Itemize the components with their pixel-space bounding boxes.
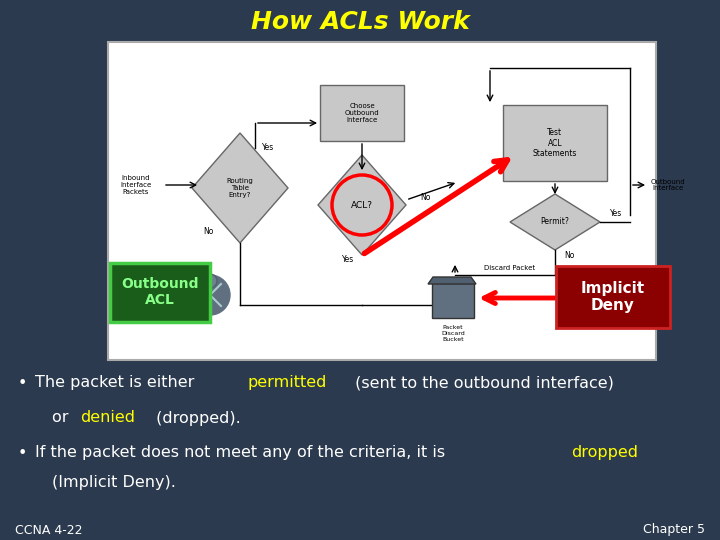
Polygon shape (428, 277, 476, 284)
Text: Discard Packet: Discard Packet (485, 265, 536, 271)
Text: Outbound
ACL: Outbound ACL (121, 277, 199, 307)
Text: The packet is either: The packet is either (35, 375, 199, 390)
Text: (sent to the outbound interface): (sent to the outbound interface) (350, 375, 613, 390)
FancyBboxPatch shape (556, 266, 670, 328)
Text: Outbound
Interface: Outbound Interface (651, 179, 685, 192)
Polygon shape (192, 133, 288, 243)
Text: No: No (203, 227, 213, 237)
Text: Yes: Yes (342, 255, 354, 265)
Circle shape (190, 275, 230, 315)
Circle shape (203, 274, 217, 288)
Text: denied: denied (80, 410, 135, 426)
Text: Choose
Outbound
Interface: Choose Outbound Interface (345, 103, 379, 123)
FancyBboxPatch shape (108, 42, 656, 360)
Text: (Implicit Deny).: (Implicit Deny). (52, 476, 176, 490)
Text: Permit?: Permit? (541, 218, 570, 226)
FancyBboxPatch shape (432, 283, 474, 318)
Polygon shape (510, 194, 600, 250)
Text: Yes: Yes (262, 143, 274, 152)
Text: Routing
Table
Entry?: Routing Table Entry? (227, 178, 253, 198)
Text: No: No (420, 193, 430, 202)
FancyBboxPatch shape (503, 105, 607, 181)
Text: Implicit
Deny: Implicit Deny (581, 281, 645, 313)
Text: permitted: permitted (247, 375, 327, 390)
Text: •: • (17, 446, 27, 461)
FancyBboxPatch shape (320, 85, 404, 141)
Text: If the packet does not meet any of the criteria, it is: If the packet does not meet any of the c… (35, 446, 450, 461)
Text: ACL?: ACL? (351, 200, 373, 210)
Text: Test
ACL
Statements: Test ACL Statements (533, 128, 577, 158)
Text: •: • (17, 375, 27, 390)
Text: dropped: dropped (571, 446, 638, 461)
Text: (dropped).: (dropped). (151, 410, 240, 426)
Text: Yes: Yes (610, 208, 622, 218)
Text: CCNA 4-22: CCNA 4-22 (15, 523, 83, 537)
Text: No: No (564, 252, 574, 260)
Text: Chapter 5: Chapter 5 (643, 523, 705, 537)
Polygon shape (318, 155, 406, 255)
Text: Packet
Discard
Bucket: Packet Discard Bucket (441, 325, 465, 342)
Text: How ACLs Work: How ACLs Work (251, 10, 469, 34)
Text: or: or (52, 410, 73, 426)
Text: Inbound
Interface
Packets: Inbound Interface Packets (120, 175, 152, 195)
FancyBboxPatch shape (110, 263, 210, 322)
